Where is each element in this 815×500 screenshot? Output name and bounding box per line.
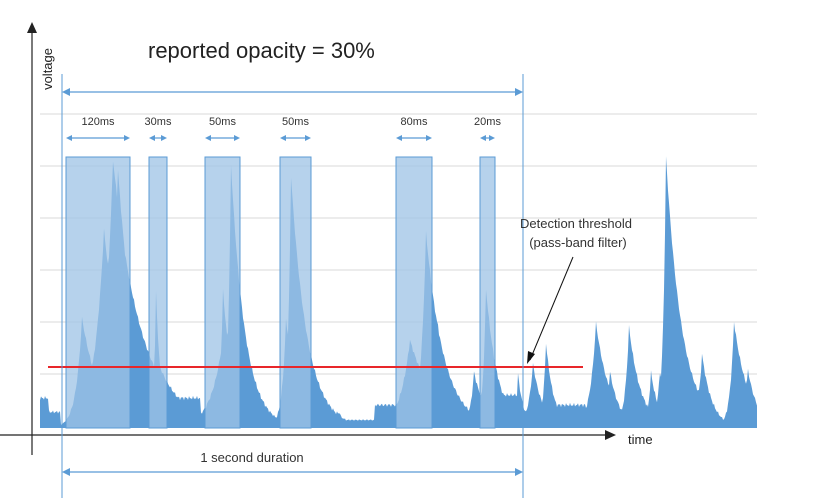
pulse-box (204, 156, 241, 429)
arrow-right-icon (515, 88, 523, 96)
chart-title: reported opacity = 30% (148, 38, 375, 63)
arrow-left-icon (66, 135, 72, 141)
pulse-box (148, 156, 168, 429)
y-axis-label: voltage (40, 48, 55, 90)
pulse-labels: 120ms 30ms 50ms 50ms 80ms 20ms (66, 116, 501, 141)
arrow-right-icon (515, 468, 523, 476)
top-duration-bracket (61, 74, 524, 435)
pulse-box (395, 156, 433, 429)
pointer-arrow-icon (527, 351, 535, 364)
arrow-right-icon (234, 135, 240, 141)
pulse-box (65, 156, 131, 429)
axes: voltage time (0, 22, 653, 455)
pulse-width-label: 30ms (145, 116, 172, 128)
arrow-left-icon (149, 135, 155, 141)
pulse-box (479, 156, 496, 429)
pulse-boxes (65, 156, 496, 429)
arrow-left-icon (62, 468, 70, 476)
pulse-box (279, 156, 312, 429)
arrow-left-icon (62, 88, 70, 96)
x-axis-label: time (628, 432, 653, 447)
arrow-left-icon (396, 135, 402, 141)
pulse-width-label: 120ms (81, 116, 115, 128)
threshold-label-line1: Detection threshold (520, 216, 632, 231)
arrow-right-icon (489, 135, 495, 141)
bottom-duration-bracket: 1 second duration (61, 435, 524, 498)
threshold-annotation: Detection threshold (pass-band filter) (520, 216, 632, 364)
arrow-right-icon (124, 135, 130, 141)
x-axis-arrow-icon (605, 430, 616, 440)
arrow-right-icon (305, 135, 311, 141)
arrow-left-icon (205, 135, 211, 141)
y-axis-arrow-icon (27, 22, 37, 33)
pulse-width-label: 50ms (282, 116, 309, 128)
arrow-left-icon (280, 135, 286, 141)
pulse-width-label: 80ms (401, 116, 428, 128)
duration-label: 1 second duration (200, 450, 303, 465)
arrow-right-icon (426, 135, 432, 141)
threshold-label-line2: (pass-band filter) (529, 235, 627, 250)
arrow-right-icon (161, 135, 167, 141)
pulse-width-label: 50ms (209, 116, 236, 128)
arrow-left-icon (480, 135, 486, 141)
pulse-width-label: 20ms (474, 116, 501, 128)
threshold-pointer-line (529, 256, 574, 361)
